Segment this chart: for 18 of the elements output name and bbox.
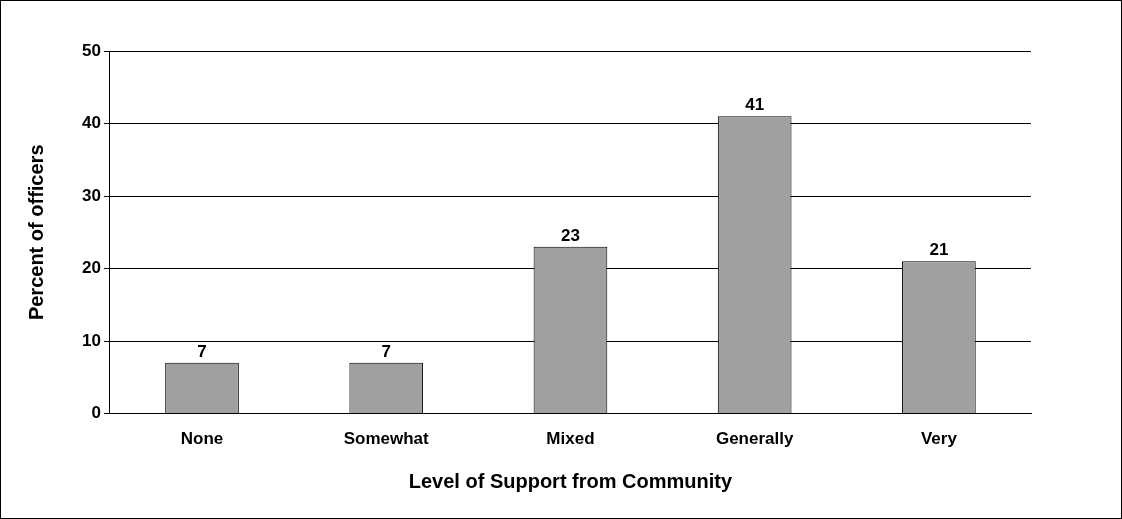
x-tick-label: Very <box>920 429 958 449</box>
y-tick-label: 10 <box>81 330 101 350</box>
y-tick-label: 30 <box>81 185 101 205</box>
y-tick-label: 40 <box>81 113 101 133</box>
x-tick-label: Mixed <box>546 429 595 449</box>
data-label: 21 <box>929 240 949 260</box>
y-tick-label: 20 <box>81 258 101 278</box>
data-label: 7 <box>381 342 391 362</box>
data-label: 7 <box>197 342 207 362</box>
x-axis-title: Level of Support from Community <box>408 469 733 492</box>
data-label: 23 <box>560 225 580 245</box>
y-tick-label: 0 <box>91 403 101 423</box>
x-tick-label: Somewhat <box>343 429 430 449</box>
data-label: 41 <box>745 95 765 115</box>
x-tick-label: Generally <box>715 429 794 449</box>
y-axis-title: Percent of officers <box>24 144 47 321</box>
y-tick-label: 50 <box>81 40 101 60</box>
x-tick-label: None <box>180 429 224 449</box>
